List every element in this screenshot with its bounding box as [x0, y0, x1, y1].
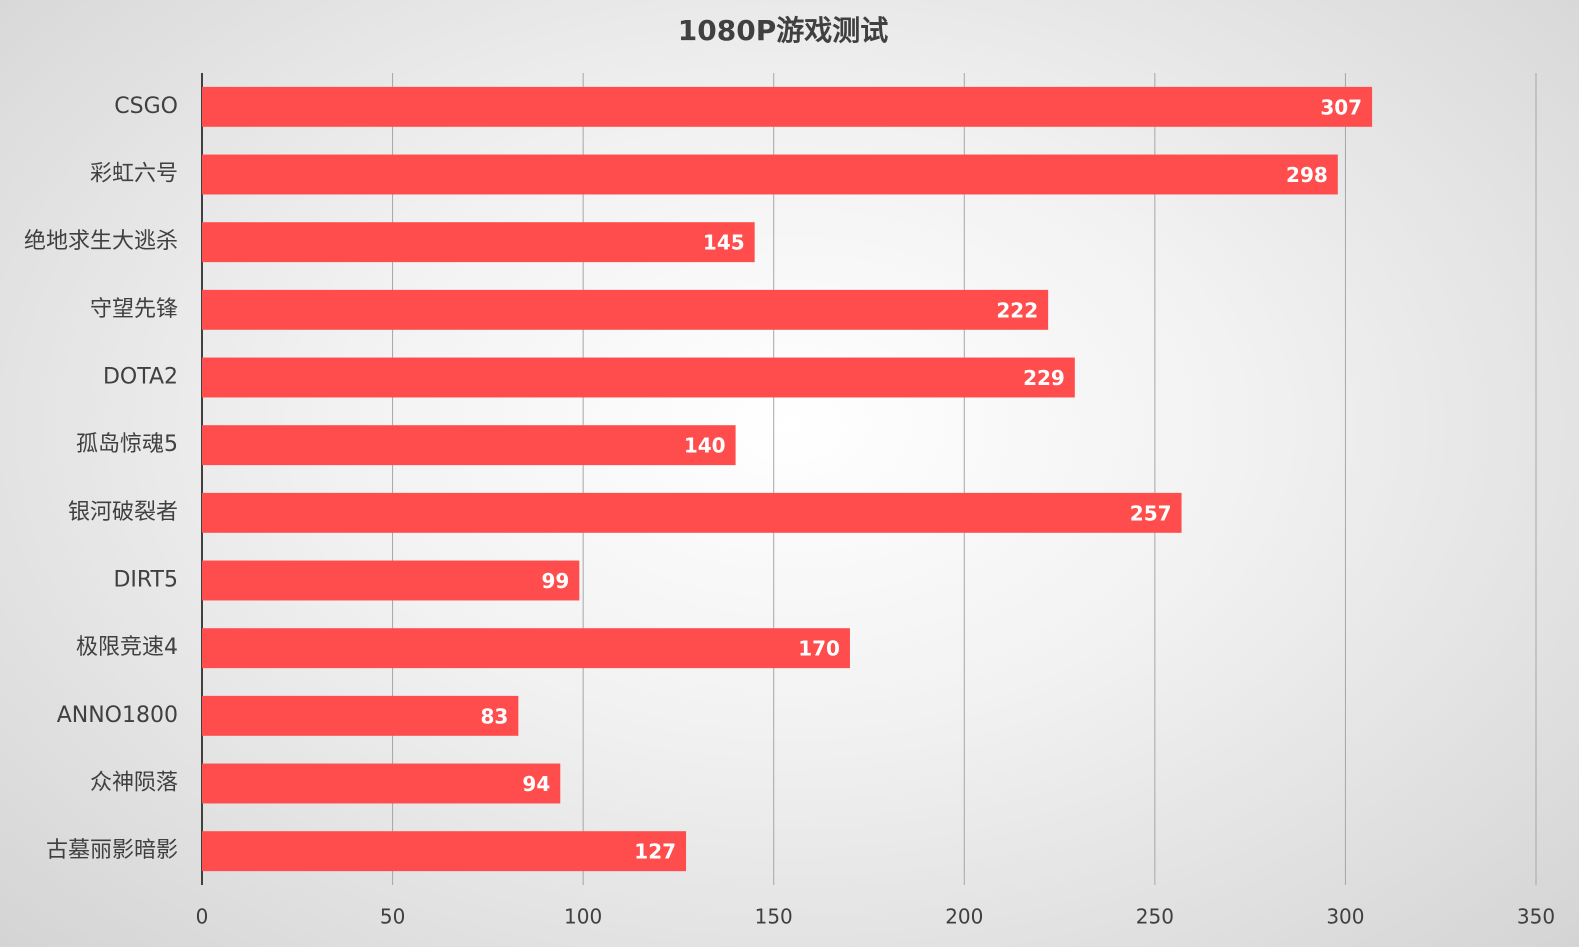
value-label: 94: [522, 772, 550, 796]
y-tick-label: 彩虹六号: [90, 162, 178, 187]
value-label: 170: [798, 637, 840, 661]
bar: [202, 425, 736, 466]
bar: [202, 831, 687, 872]
value-label: 83: [481, 704, 509, 728]
value-label: 127: [634, 840, 676, 864]
value-label: 257: [1130, 501, 1172, 525]
value-label: 298: [1286, 163, 1328, 187]
value-label: 140: [684, 434, 726, 458]
bar: [202, 763, 561, 804]
x-tick-label: 200: [945, 905, 983, 929]
x-tick-label: 0: [196, 905, 209, 929]
y-tick-label: ANNO1800: [57, 703, 178, 728]
bar: [202, 357, 1075, 398]
value-label: 145: [703, 231, 745, 255]
y-tick-label: 众神陨落: [90, 771, 178, 796]
chart-title: 1080P游戏测试: [678, 14, 888, 47]
x-tick-label: 300: [1326, 905, 1364, 929]
bar: [202, 628, 850, 669]
bar: [202, 222, 755, 263]
bar: [202, 86, 1373, 127]
value-label: 99: [541, 569, 569, 593]
y-tick-label: DOTA2: [103, 365, 178, 390]
value-label: 222: [996, 298, 1038, 322]
y-tick-label: 极限竞速4: [76, 635, 178, 660]
x-tick-label: 50: [380, 905, 405, 929]
y-tick-label: 银河破裂者: [68, 500, 178, 525]
bar: [202, 289, 1049, 330]
bar: [202, 154, 1338, 195]
y-tick-label: DIRT5: [113, 568, 178, 593]
x-tick-label: 350: [1517, 905, 1555, 929]
y-tick-label: 绝地求生大逃杀: [24, 229, 178, 254]
y-tick-label: 古墓丽影暗影: [46, 838, 178, 863]
x-tick-label: 250: [1136, 905, 1174, 929]
bar: [202, 560, 580, 601]
value-label: 229: [1023, 366, 1065, 390]
bar: [202, 492, 1182, 533]
y-tick-label: 守望先锋: [90, 297, 178, 322]
value-label: 307: [1320, 95, 1362, 119]
y-tick-label: 孤岛惊魂5: [76, 432, 178, 457]
y-tick-label: CSGO: [114, 94, 178, 119]
x-tick-label: 150: [755, 905, 793, 929]
bar: [202, 695, 519, 736]
x-tick-label: 100: [564, 905, 602, 929]
